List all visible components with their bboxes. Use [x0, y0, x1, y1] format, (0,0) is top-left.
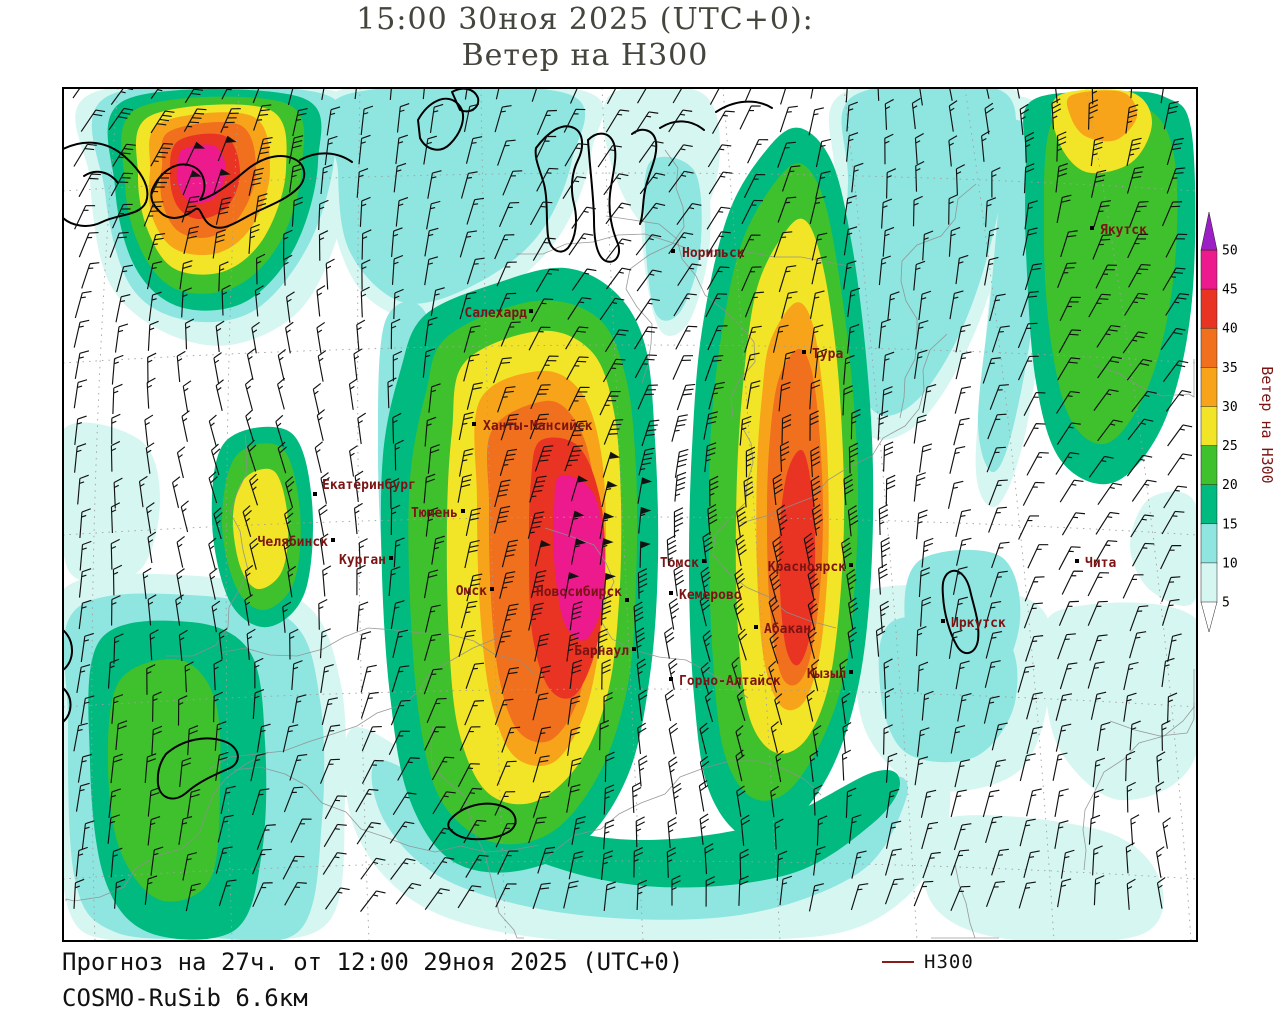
city-dot: [529, 309, 533, 313]
model-text: COSMO-RuSib 6.6км: [62, 984, 308, 1012]
colorbar-tick-label: 15: [1222, 517, 1238, 532]
city-dot: [461, 509, 465, 513]
city-labels: Норильск Салехард Тура Ханты-Мансийск Екатер…: [258, 223, 1148, 689]
city-label: Якутск: [1100, 223, 1147, 238]
city-label: Горно-Алтайск: [679, 674, 781, 689]
colorbar: 50 45 40 35 30 25 20 15 10 5 Ветер на H300: [1200, 211, 1276, 633]
colorbar-band: [1200, 562, 1218, 603]
city-marker: Иркутск: [941, 616, 1006, 631]
colorbar-tick-label: 10: [1222, 556, 1238, 571]
city-marker: Томск: [660, 556, 706, 571]
colorbar-band: [1200, 406, 1218, 447]
forecast-text: Прогноз на 27ч. от 12:00 29ноя 2025 (UTC…: [62, 948, 684, 976]
colorbar-band: [1200, 367, 1218, 408]
colorbar-tick-label: 50: [1222, 244, 1238, 259]
city-label: Тура: [812, 347, 843, 362]
colorbar-band: [1200, 327, 1218, 369]
colorbar-tick-label: 45: [1222, 283, 1238, 298]
city-dot: [1075, 559, 1079, 563]
city-dot: [472, 422, 476, 426]
colorbar-tick-label: 20: [1222, 478, 1238, 493]
city-label: Барнаул: [574, 644, 629, 659]
city-dot: [671, 249, 675, 253]
city-dot: [632, 647, 636, 651]
city-dot: [849, 563, 853, 567]
colorbar-title: Ветер на H300: [1258, 366, 1276, 483]
colorbar-band: [1200, 523, 1218, 564]
city-label: Абакан: [764, 622, 811, 637]
city-marker: Салехард: [464, 306, 533, 321]
city-label: Екатеринбург: [322, 478, 416, 493]
city-dot: [389, 556, 393, 560]
city-marker: Барнаул: [574, 644, 636, 659]
city-marker: Новосибирск: [536, 585, 629, 602]
city-label: Ханты-Мансийск: [483, 419, 593, 434]
city-marker: Чита: [1075, 556, 1116, 571]
city-label: Томск: [660, 556, 699, 571]
city-dot: [669, 591, 673, 595]
colorbar-tick-label: 35: [1222, 361, 1238, 376]
city-dot: [802, 350, 806, 354]
city-label: Новосибирск: [536, 585, 622, 600]
city-dot: [941, 619, 945, 623]
footer: Прогноз на 27ч. от 12:00 29ноя 2025 (UTC…: [62, 944, 683, 1016]
colorbar-band: [1200, 249, 1218, 290]
city-dot: [702, 559, 706, 563]
wind-speed-fill: [63, 88, 1197, 941]
city-marker: Тюмень: [411, 506, 465, 521]
city-label: Курган: [339, 553, 386, 568]
city-label: Норильск: [682, 246, 745, 261]
city-marker: Горно-Алтайск: [669, 674, 781, 689]
city-marker: Норильск: [671, 246, 745, 261]
city-marker: Екатеринбург: [313, 478, 416, 496]
city-marker: Кемерово: [669, 588, 742, 603]
colorbar-band: [1200, 484, 1218, 525]
h300-label: H300: [924, 951, 974, 973]
city-dot: [313, 492, 317, 496]
city-marker: Красноярск: [768, 560, 853, 575]
map-border: [62, 87, 1198, 942]
city-marker: Челябинск: [258, 535, 335, 550]
city-dot: [669, 677, 673, 681]
city-dot: [490, 587, 494, 591]
city-marker: Абакан: [754, 622, 811, 637]
colorbar-tick-label: 30: [1222, 400, 1238, 415]
city-label: Тюмень: [411, 506, 458, 521]
city-marker: Якутск: [1090, 223, 1147, 238]
colorbar-tick-label: 25: [1222, 439, 1238, 454]
city-dot: [1090, 226, 1094, 230]
h300-line-sample: [882, 961, 914, 963]
title-variable: Ветер на H300: [461, 38, 709, 73]
city-dot: [625, 598, 629, 602]
colorbar-tick-label: 40: [1222, 322, 1238, 337]
city-label: Кызыл: [807, 667, 846, 682]
graticule: [63, 88, 1197, 941]
city-marker: Курган: [339, 553, 393, 568]
city-dot: [754, 625, 758, 629]
city-marker: Ханты-Мансийск: [472, 419, 593, 434]
city-dot: [849, 670, 853, 674]
city-marker: Омск: [456, 584, 494, 599]
city-label: Чита: [1085, 556, 1116, 571]
colorbar-band: [1200, 445, 1218, 486]
city-label: Красноярск: [768, 560, 846, 575]
wind-barbs: [72, 88, 1193, 912]
city-label: Кемерово: [679, 588, 742, 603]
city-label: Иркутск: [951, 616, 1006, 631]
city-marker: Кызыл: [807, 667, 853, 682]
colorbar-under-arrow: [1200, 601, 1218, 633]
city-label: Челябинск: [258, 535, 329, 550]
colorbar-tick-label: 5: [1222, 596, 1230, 611]
city-marker: Тура: [802, 347, 843, 362]
city-dot: [331, 538, 335, 542]
city-label: Салехард: [464, 306, 527, 321]
title-datetime: 15:00 30ноя 2025 (UTC+0):: [356, 2, 814, 37]
map-title: 15:00 30ноя 2025 (UTC+0): Ветер на H300: [0, 2, 1170, 73]
colorbar-over-arrow: [1200, 211, 1218, 251]
city-label: Омск: [456, 584, 487, 599]
legend: H300: [882, 951, 974, 973]
colorbar-band: [1200, 288, 1218, 329]
